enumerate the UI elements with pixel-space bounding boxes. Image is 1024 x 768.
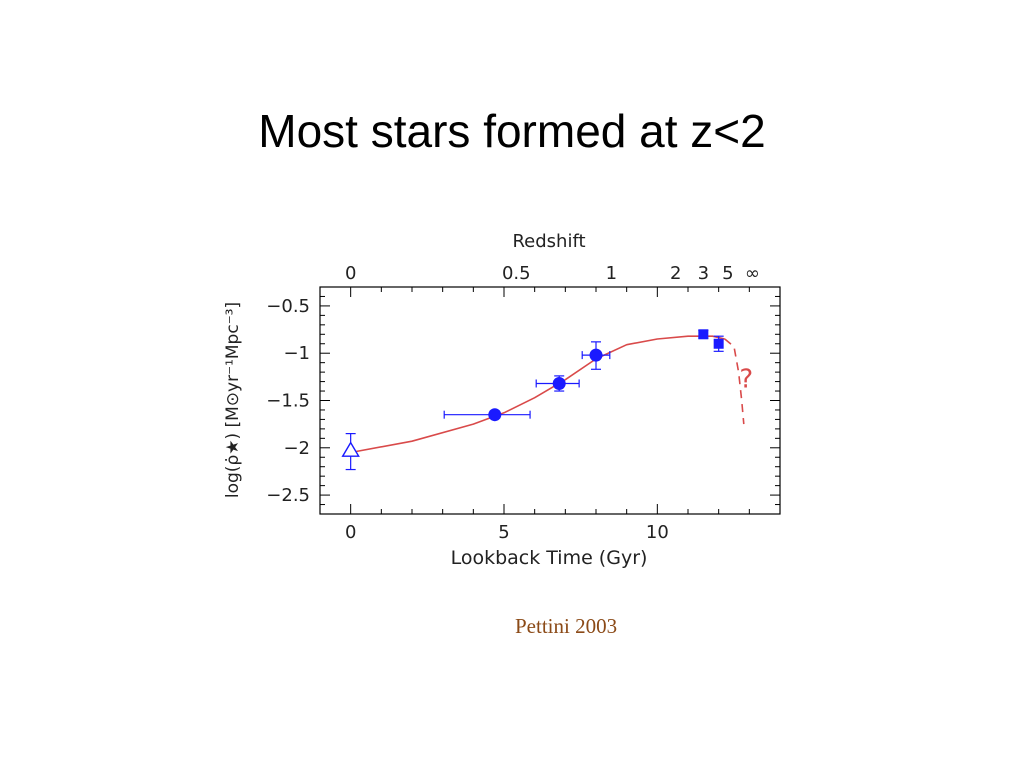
redshift-tick-label: 2 xyxy=(670,263,681,284)
redshift-tick-label: 1 xyxy=(606,263,617,284)
question-mark-annotation: ? xyxy=(739,365,753,395)
slide-title: Most stars formed at z<2 xyxy=(258,105,766,157)
plot-frame xyxy=(319,286,781,515)
y-axis-label: log(ρ̇★) [M⊙yr⁻¹Mpc⁻³] xyxy=(223,302,243,498)
x-tick-label: 0 xyxy=(345,522,356,543)
redshift-tick-label: ∞ xyxy=(745,263,760,284)
y-tick-label: −2 xyxy=(283,438,310,459)
data-point-circle xyxy=(488,408,502,422)
redshift-tick-label: 5 xyxy=(722,263,733,284)
x-tick-label: 10 xyxy=(646,522,669,543)
data-point-circle xyxy=(552,376,566,390)
redshift-tick-label: 0.5 xyxy=(502,263,531,284)
y-tick-label: −0.5 xyxy=(266,296,310,317)
x-axis-label: Lookback Time (Gyr) xyxy=(451,547,648,569)
data-point-square xyxy=(698,329,709,340)
top-axis-label: Redshift xyxy=(512,231,585,252)
redshift-tick-label: 3 xyxy=(698,263,709,284)
fit-curve-solid xyxy=(350,335,725,454)
citation: Pettini 2003 xyxy=(515,614,618,638)
y-tick-label: −2.5 xyxy=(266,485,310,506)
data-point-square xyxy=(713,338,724,349)
data-point-circle xyxy=(589,348,603,362)
x-tick-label: 5 xyxy=(498,522,509,543)
data-point-triangle xyxy=(341,441,360,457)
fit-curve-dashed xyxy=(724,338,745,425)
y-tick-label: −1 xyxy=(283,343,310,364)
y-tick-label: −1.5 xyxy=(266,391,310,412)
redshift-tick-label: 0 xyxy=(345,263,356,284)
